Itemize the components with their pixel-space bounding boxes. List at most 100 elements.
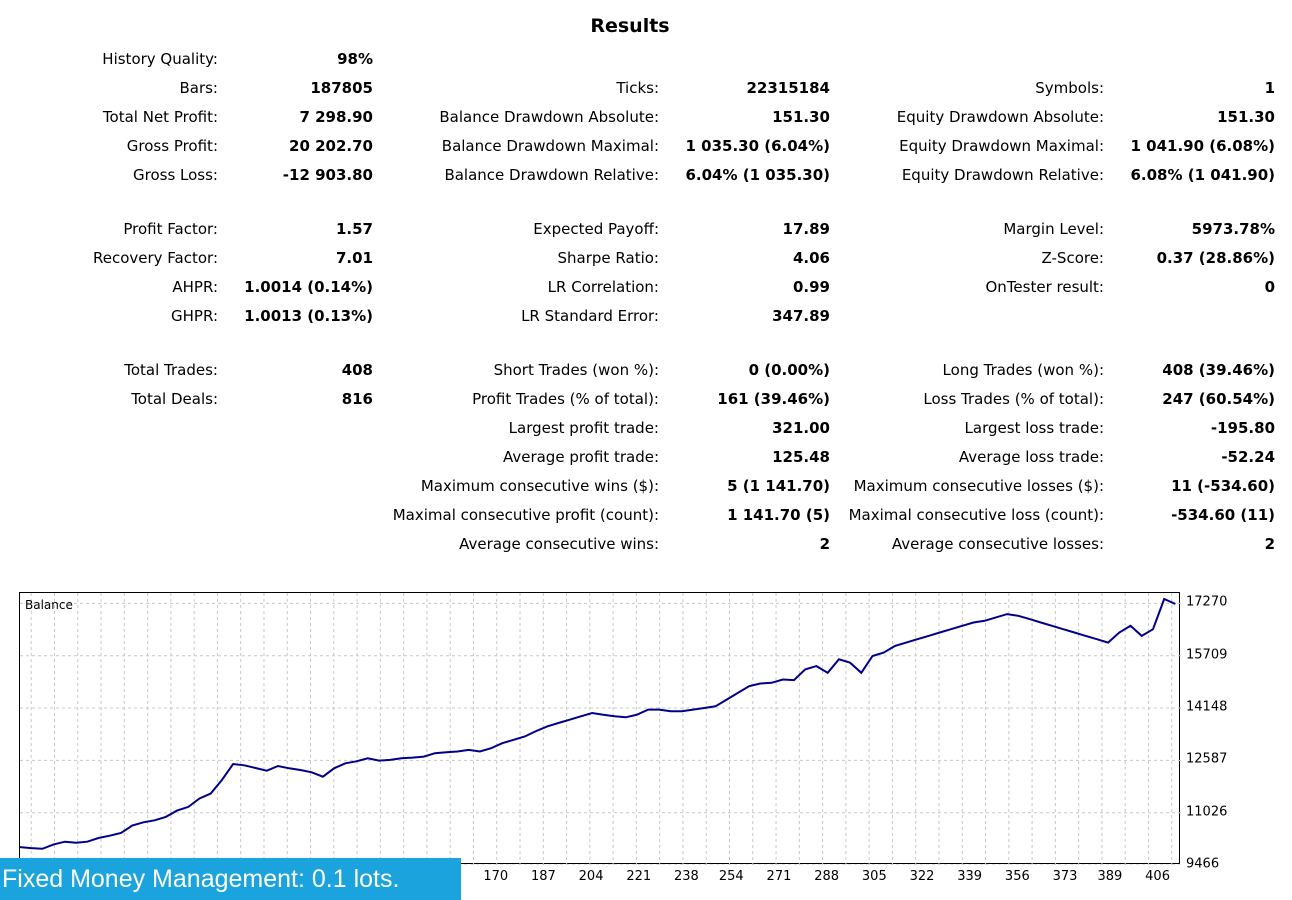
profit-trades-label: Profit Trades (% of total): [472,390,659,408]
equity-dd-abs-label: Equity Drawdown Absolute: [896,108,1104,126]
x-tick-label: 356 [1004,869,1030,884]
y-tick-label: 15709 [1186,647,1228,663]
x-tick-label: 187 [530,869,556,884]
equity-dd-max-value: 1 041.90 (6.08%) [1130,137,1275,155]
lr-std-error-label: LR Standard Error: [521,307,659,325]
margin-level-value: 5973.78% [1191,220,1275,238]
x-tick-label: 221 [626,869,652,884]
avg-consec-wins-label: Average consecutive wins: [459,535,659,553]
x-tick-label: 271 [766,869,792,884]
max-consec-losses-value: 11 (-534.60) [1171,477,1275,495]
balance-chart-plot [20,593,1181,865]
avg-loss-value: -52.24 [1221,448,1275,466]
profit-factor-value: 1.57 [335,220,373,238]
ticks-value: 22315184 [746,79,831,97]
avg-loss-label: Average loss trade: [958,448,1104,466]
avg-consec-losses-label: Average consecutive losses: [891,535,1104,553]
short-trades-label: Short Trades (won %): [493,361,659,379]
profit-trades-value: 161 (39.46%) [717,390,830,408]
gross-loss-label: Gross Loss: [133,166,218,184]
balance-dd-max-label: Balance Drawdown Maximal: [441,137,659,155]
balance-dd-abs-label: Balance Drawdown Absolute: [439,108,659,126]
margin-level-label: Margin Level: [1003,220,1104,238]
equity-dd-max-label: Equity Drawdown Maximal: [899,137,1104,155]
bars-value: 187805 [310,79,373,97]
loss-trades-label: Loss Trades (% of total): [923,390,1104,408]
chart-title: Balance [25,598,73,612]
maximal-consec-loss-value: -534.60 (11) [1171,506,1275,524]
x-tick-label: 170 [483,869,509,884]
x-tick-label: 254 [718,869,744,884]
x-tick-label: 406 [1145,869,1170,884]
lr-std-error-value: 347.89 [772,307,830,325]
avg-consec-losses-value: 2 [1264,535,1275,553]
ghpr-value: 1.0013 (0.13%) [244,307,373,325]
gross-loss-value: -12 903.80 [282,166,373,184]
profit-factor-label: Profit Factor: [123,220,218,238]
lr-correlation-label: LR Correlation: [547,278,659,296]
x-tick-label: 322 [909,869,935,884]
y-tick-label: 12587 [1186,751,1228,767]
short-trades-value: 0 (0.00%) [748,361,830,379]
expected-payoff-value: 17.89 [782,220,830,238]
balance-dd-rel-label: Balance Drawdown Relative: [444,166,659,184]
total-net-profit-label: Total Net Profit: [102,108,218,126]
equity-dd-abs-value: 151.30 [1217,108,1275,126]
total-deals-value: 816 [341,390,373,408]
ticks-label: Ticks: [616,79,659,97]
ghpr-label: GHPR: [171,307,218,325]
sharpe-ratio-label: Sharpe Ratio: [557,249,659,267]
avg-profit-label: Average profit trade: [502,448,659,466]
balance-line [20,597,1176,850]
ahpr-label: AHPR: [172,278,218,296]
bars-label: Bars: [179,79,218,97]
x-tick-label: 204 [578,869,604,884]
x-tick-label: 238 [674,869,699,884]
total-deals-label: Total Deals: [131,390,218,408]
x-tick-label: 373 [1052,869,1078,884]
maximal-consec-loss-label: Maximal consecutive loss (count): [848,506,1104,524]
recovery-factor-value: 7.01 [335,249,373,267]
gross-profit-value: 20 202.70 [289,137,373,155]
balance-dd-abs-value: 151.30 [772,108,830,126]
balance-dd-rel-value: 6.04% (1 035.30) [685,166,830,184]
ontester-value: 0 [1264,278,1275,296]
max-consec-wins-label: Maximum consecutive wins ($): [420,477,659,495]
history-quality-value: 98% [337,50,373,68]
symbols-value: 1 [1264,79,1275,97]
max-consec-wins-value: 5 (1 141.70) [727,477,830,495]
x-tick-label: 288 [814,869,840,884]
y-tick-label: 17270 [1186,594,1228,610]
long-trades-value: 408 (39.46%) [1162,361,1275,379]
y-tick-label: 11026 [1186,804,1228,820]
y-tick-label: 14148 [1186,699,1228,715]
z-score-value: 0.37 (28.86%) [1156,249,1275,267]
total-trades-label: Total Trades: [124,361,218,379]
x-tick-label: 389 [1097,869,1123,884]
balance-dd-max-value: 1 035.30 (6.04%) [685,137,830,155]
x-tick-label: 339 [957,869,983,884]
ontester-label: OnTester result: [985,278,1104,296]
maximal-consec-profit-label: Maximal consecutive profit (count): [392,506,659,524]
largest-loss-label: Largest loss trade: [964,419,1104,437]
largest-loss-value: -195.80 [1210,419,1275,437]
largest-profit-label: Largest profit trade: [508,419,659,437]
z-score-label: Z-Score: [1041,249,1105,267]
total-trades-value: 408 [341,361,373,379]
long-trades-label: Long Trades (won %): [942,361,1104,379]
sharpe-ratio-value: 4.06 [792,249,830,267]
largest-profit-value: 321.00 [772,419,830,437]
history-quality-label: History Quality: [102,50,218,68]
balance-chart: Balance [19,592,1181,865]
total-net-profit-value: 7 298.90 [299,108,373,126]
lr-correlation-value: 0.99 [792,278,830,296]
equity-dd-rel-value: 6.08% (1 041.90) [1130,166,1275,184]
y-tick-label: 9466 [1186,856,1220,872]
results-stats: History Quality: 98% Bars: 187805 Ticks:… [93,50,1275,553]
avg-consec-wins-value: 2 [819,535,830,553]
expected-payoff-label: Expected Payoff: [533,220,659,238]
money-management-banner: Fixed Money Management: 0.1 lots. [0,858,461,900]
avg-profit-value: 125.48 [772,448,830,466]
symbols-label: Symbols: [1035,79,1104,97]
results-title: Results [590,15,670,37]
